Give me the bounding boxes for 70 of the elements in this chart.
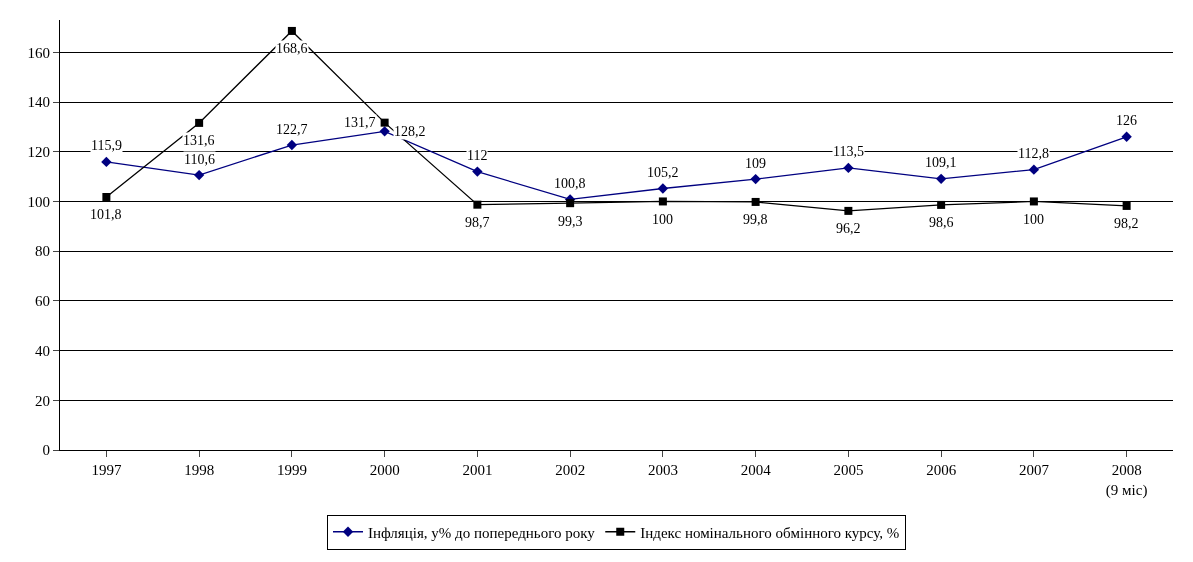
- legend-label: Індекс номінального обмінного курсу, %: [640, 524, 900, 541]
- point: [101, 156, 112, 168]
- data-label: 109,1: [925, 155, 957, 170]
- point: [379, 126, 390, 137]
- data-label: 98,6: [929, 215, 954, 230]
- point: [566, 199, 575, 208]
- point: [195, 118, 204, 127]
- data-label: 105,2: [647, 165, 679, 180]
- point: [380, 118, 389, 127]
- data-label: 126: [1116, 113, 1137, 128]
- data-label: 110,6: [184, 152, 215, 167]
- y-tick-label: 40: [35, 342, 50, 359]
- x-tick-label: 2000: [369, 462, 400, 478]
- point: [935, 173, 947, 185]
- point: [750, 173, 761, 185]
- x-tick-label: 2005: [833, 462, 864, 478]
- x-tick-label: 1998: [184, 462, 215, 478]
- data-label: 99,3: [558, 214, 583, 229]
- data-label: 168,6: [276, 41, 308, 56]
- x-tick-label: 2002: [555, 462, 586, 478]
- data-label: 96,2: [836, 221, 861, 236]
- point: [843, 162, 854, 174]
- x-tick-label: 2003: [647, 462, 678, 478]
- data-label: 100,8: [554, 176, 586, 191]
- data-label: 100: [652, 212, 673, 227]
- point: [1121, 131, 1132, 143]
- y-tick-label: 160: [27, 44, 50, 61]
- x-tick-label: 2004: [740, 462, 772, 478]
- point: [286, 139, 298, 151]
- data-label: 98,7: [465, 215, 490, 230]
- x-tick-label: 2007: [1018, 462, 1050, 478]
- data-label: 122,7: [276, 122, 308, 137]
- data-label: 115,9: [91, 138, 122, 153]
- x-tick-label: 2001: [462, 462, 493, 478]
- y-tick-label: 0: [42, 442, 50, 459]
- x-tick-label: 1999: [276, 462, 307, 478]
- y-tick-label: 140: [27, 94, 50, 111]
- x-tick-label: 2006: [926, 462, 957, 478]
- point: [657, 183, 669, 194]
- x-tick-label: 2008 (9 міс): [1105, 462, 1148, 499]
- point: [751, 197, 760, 206]
- point: [193, 169, 205, 181]
- x-tick-label: 1997: [91, 462, 122, 478]
- data-label: 100: [1023, 212, 1044, 227]
- data-label: 109: [745, 156, 766, 171]
- y-tick-label: 20: [35, 392, 50, 409]
- point: [844, 206, 853, 215]
- data-label: 99,8: [743, 212, 768, 227]
- y-tick-label: 100: [27, 193, 50, 210]
- data-label: 128,2: [394, 124, 426, 139]
- point: [1029, 197, 1038, 206]
- point: [1122, 201, 1131, 210]
- data-label: 131,7: [344, 115, 376, 130]
- legend-label: Інфляція, у% до попереднього року: [368, 524, 596, 541]
- data-label: 112,8: [1018, 146, 1049, 161]
- point: [937, 200, 946, 209]
- y-tick-label: 80: [35, 243, 50, 260]
- data-label: 131,6: [183, 133, 215, 148]
- data-label: 113,5: [833, 144, 864, 159]
- data-label: 112: [467, 148, 488, 163]
- y-tick-label: 60: [35, 293, 50, 310]
- point: [472, 166, 483, 177]
- data-label: 101,8: [90, 207, 122, 222]
- point: [658, 197, 667, 206]
- data-label: 98,2: [1114, 216, 1139, 231]
- point: [473, 200, 482, 209]
- point: [102, 192, 111, 201]
- point: [287, 26, 296, 35]
- point: [1028, 164, 1040, 175]
- y-tick-label: 120: [27, 143, 50, 160]
